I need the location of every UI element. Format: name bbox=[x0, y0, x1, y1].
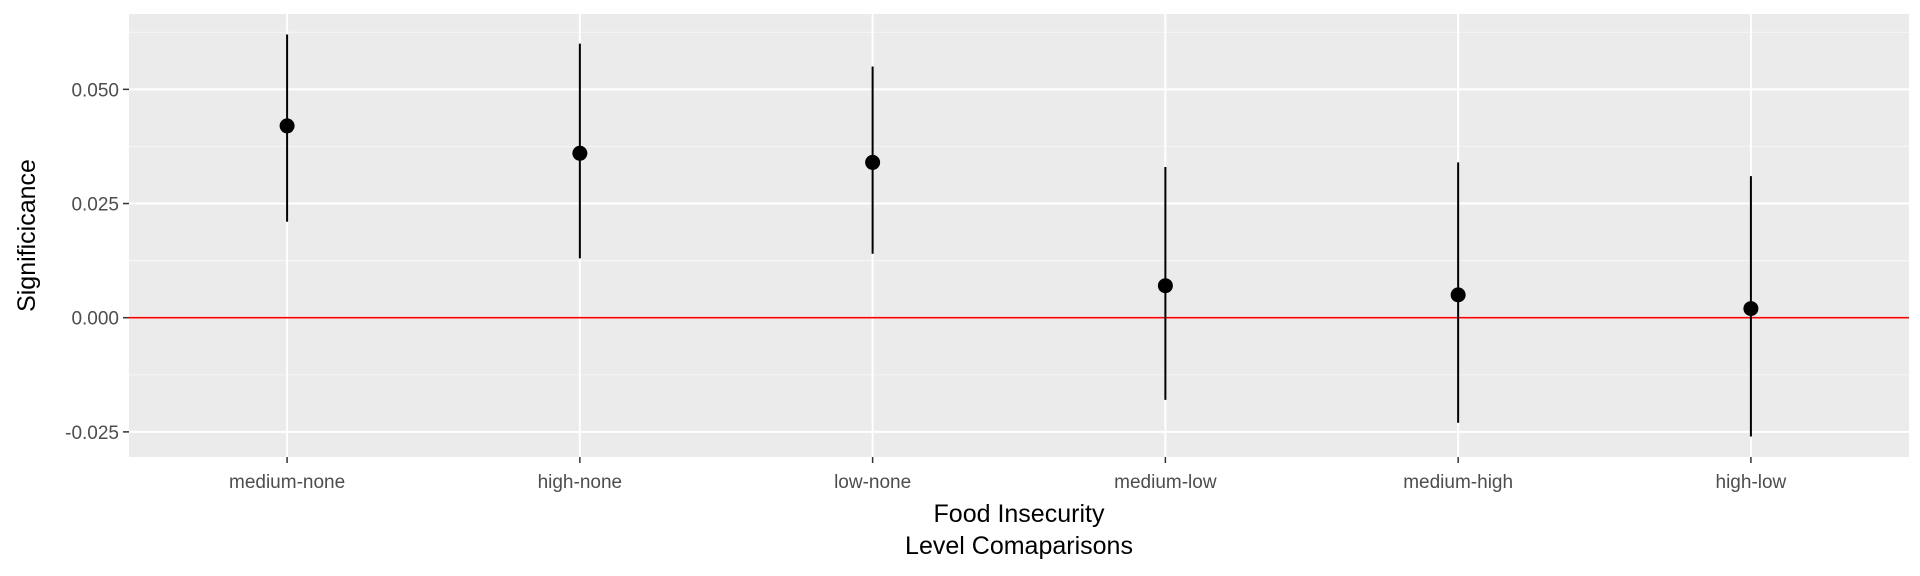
plot-panel bbox=[129, 14, 1909, 457]
x-tick-label-high-low: high-low bbox=[1716, 472, 1787, 493]
x-axis-title-line-1: Food Insecurity bbox=[934, 500, 1105, 528]
y-axis-title: Significicance bbox=[13, 159, 41, 312]
point-high-none bbox=[572, 145, 588, 161]
y-tick-label: 0.025 bbox=[71, 195, 119, 216]
x-tick-label-low-none: low-none bbox=[834, 472, 911, 493]
y-axis-ticks: -0.025 0.000 0.025 0.050 bbox=[65, 80, 129, 444]
point-medium-high bbox=[1450, 287, 1466, 303]
x-tick-label-medium-none: medium-none bbox=[229, 472, 345, 493]
data-points bbox=[279, 118, 1759, 317]
y-tick-label: 0.050 bbox=[71, 80, 119, 101]
x-tick-label-medium-high: medium-high bbox=[1403, 472, 1513, 493]
x-axis-ticks: medium-none high-none low-none medium-low me… bbox=[229, 457, 1787, 493]
point-low-none bbox=[865, 154, 881, 170]
point-high-low bbox=[1743, 301, 1759, 317]
minor-gridlines bbox=[129, 31, 1909, 376]
y-tick-label: 0.000 bbox=[71, 309, 119, 330]
point-medium-none bbox=[279, 118, 295, 134]
x-tick-label-high-none: high-none bbox=[538, 472, 623, 493]
y-tick-label: -0.025 bbox=[65, 423, 119, 444]
x-axis-title-line-2: Level Comaparisons bbox=[905, 532, 1133, 560]
point-medium-low bbox=[1157, 278, 1173, 294]
x-tick-label-medium-low: medium-low bbox=[1114, 472, 1217, 493]
